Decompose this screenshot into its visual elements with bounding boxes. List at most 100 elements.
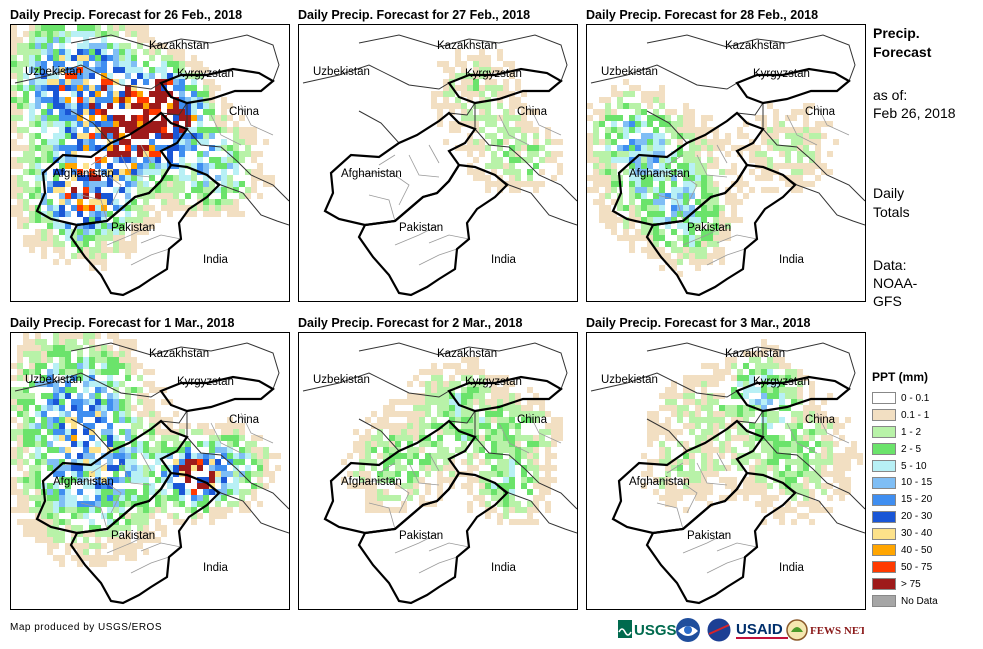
focus-country-boundary	[159, 67, 275, 105]
precip-cell	[767, 441, 773, 447]
precip-cell	[731, 453, 737, 459]
precip-cell	[767, 175, 773, 181]
precip-cell	[743, 121, 749, 127]
precip-cell	[371, 459, 377, 465]
precip-cell	[425, 471, 431, 477]
precip-cell	[191, 79, 197, 85]
precip-cell	[419, 441, 425, 447]
precip-cell	[77, 253, 83, 259]
precip-cell	[539, 411, 545, 417]
province-boundary	[418, 556, 458, 574]
precip-cell	[731, 435, 737, 441]
precip-cell	[143, 181, 149, 187]
precip-cell	[407, 471, 413, 477]
focus-country-boundary	[447, 375, 563, 413]
precip-cell	[713, 133, 719, 139]
precip-cell	[131, 229, 137, 235]
precip-cell	[647, 441, 653, 447]
precip-cell	[701, 163, 707, 169]
precip-cell	[767, 459, 773, 465]
precip-cell	[41, 405, 47, 411]
precip-cell	[845, 459, 851, 465]
precip-cell	[713, 375, 719, 381]
precip-cell	[53, 115, 59, 121]
precip-cell	[635, 193, 641, 199]
legend-label: No Data	[901, 595, 938, 607]
precip-cell	[29, 43, 35, 49]
country-label-pakistan: Pakistan	[111, 530, 155, 542]
precip-cell	[809, 477, 815, 483]
precip-cell	[167, 465, 173, 471]
precip-cell	[707, 193, 713, 199]
precip-cell	[503, 483, 509, 489]
precip-cell	[599, 97, 605, 103]
precip-cell	[545, 501, 551, 507]
precip-cell	[623, 133, 629, 139]
precip-cell	[197, 157, 203, 163]
precip-cell	[143, 187, 149, 193]
precip-cell	[35, 339, 41, 345]
legend-label: 20 - 30	[901, 511, 933, 523]
precip-cell	[143, 501, 149, 507]
precip-cell	[149, 507, 155, 513]
precip-cell	[641, 145, 647, 151]
precip-cell	[101, 85, 107, 91]
precip-cell	[521, 139, 527, 145]
precip-cell	[371, 483, 377, 489]
precip-cell	[149, 163, 155, 169]
precip-cell	[737, 127, 743, 133]
precip-cell	[479, 55, 485, 61]
precip-cell	[683, 151, 689, 157]
precip-cell	[479, 103, 485, 109]
precip-cell	[77, 405, 83, 411]
precip-cell	[71, 163, 77, 169]
precip-cell	[53, 537, 59, 543]
country-label-afghanistan: Afghanistan	[341, 168, 402, 180]
precip-cell	[83, 73, 89, 79]
precip-cell	[83, 97, 89, 103]
precip-cell	[101, 115, 107, 121]
precip-cell	[791, 175, 797, 181]
precip-cell	[533, 465, 539, 471]
country-label-uzbekistan: Uzbekistan	[313, 374, 370, 386]
precip-cell	[755, 157, 761, 163]
precip-cell	[689, 459, 695, 465]
precip-cell	[125, 139, 131, 145]
precip-cell	[17, 465, 23, 471]
precip-cell	[107, 441, 113, 447]
precip-cell	[503, 163, 509, 169]
precip-cell	[179, 169, 185, 175]
precip-cell	[707, 259, 713, 265]
precip-cell	[437, 375, 443, 381]
precip-cell	[491, 79, 497, 85]
precip-cell	[671, 465, 677, 471]
precip-cell	[113, 399, 119, 405]
precip-cell	[77, 121, 83, 127]
precip-cell	[701, 453, 707, 459]
precip-cell	[461, 145, 467, 151]
precip-cell	[83, 61, 89, 67]
precip-cell	[725, 411, 731, 417]
precip-cell	[629, 241, 635, 247]
precip-cell	[167, 435, 173, 441]
precip-cell	[47, 49, 53, 55]
precip-cell	[545, 151, 551, 157]
precip-cell	[677, 169, 683, 175]
precip-cell	[731, 459, 737, 465]
precip-cell	[113, 555, 119, 561]
precip-cell	[71, 375, 77, 381]
precip-cell	[401, 483, 407, 489]
precip-cell	[719, 369, 725, 375]
precip-cell	[35, 43, 41, 49]
precip-cell	[737, 435, 743, 441]
precip-cell	[35, 157, 41, 163]
precip-cell	[479, 393, 485, 399]
precip-cell	[47, 519, 53, 525]
precip-cell	[197, 187, 203, 193]
precip-cell	[275, 465, 281, 471]
precip-cell	[35, 429, 41, 435]
precip-cell	[143, 229, 149, 235]
precip-cell	[461, 115, 467, 121]
legend-item: No Data	[872, 593, 977, 610]
precip-cell	[509, 501, 515, 507]
